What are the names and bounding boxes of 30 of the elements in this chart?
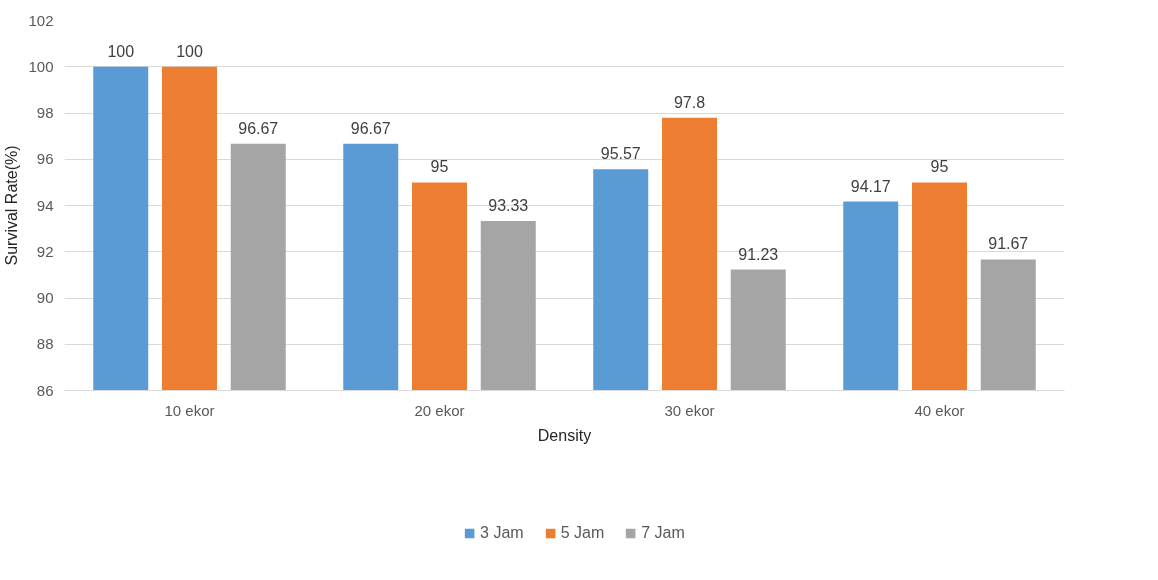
y-tick-label: 96 [36, 150, 54, 168]
y-axis-title: Survival Rate(%) [3, 145, 21, 266]
legend-label: 7 Jam [641, 524, 685, 542]
y-tick-label: 90 [36, 289, 54, 306]
data-label: 93.33 [488, 196, 529, 214]
data-label: 91.23 [738, 245, 779, 263]
y-tick-label: 100 [28, 57, 54, 75]
data-label: 96.67 [350, 119, 391, 137]
data-label: 100 [107, 42, 135, 60]
data-label: 100 [176, 42, 203, 60]
y-tick-label: 86 [36, 381, 54, 399]
x-tick-label: 30 ekor [664, 401, 715, 419]
data-label: 95.57 [600, 145, 641, 163]
y-tick-label: 88 [36, 335, 54, 353]
y-tick-label: 102 [28, 11, 54, 29]
x-tick-label: 20 ekor [414, 401, 465, 419]
data-label: 96.67 [238, 119, 279, 137]
x-axis-title: Density [537, 426, 592, 444]
y-tick-label: 98 [36, 104, 54, 121]
legend-label: 5 Jam [560, 524, 605, 542]
data-label: 95 [430, 158, 449, 176]
y-tick-label: 92 [36, 242, 54, 260]
x-tick-label: 40 ekor [914, 401, 965, 419]
data-label: 97.8 [673, 93, 706, 111]
legend-label: 3 Jam [480, 524, 524, 542]
data-label: 91.67 [988, 235, 1029, 253]
y-tick-label: 94 [36, 196, 54, 214]
data-label: 95 [930, 158, 949, 176]
data-label: 94.17 [850, 177, 891, 195]
x-tick-label: 10 ekor [164, 401, 215, 419]
